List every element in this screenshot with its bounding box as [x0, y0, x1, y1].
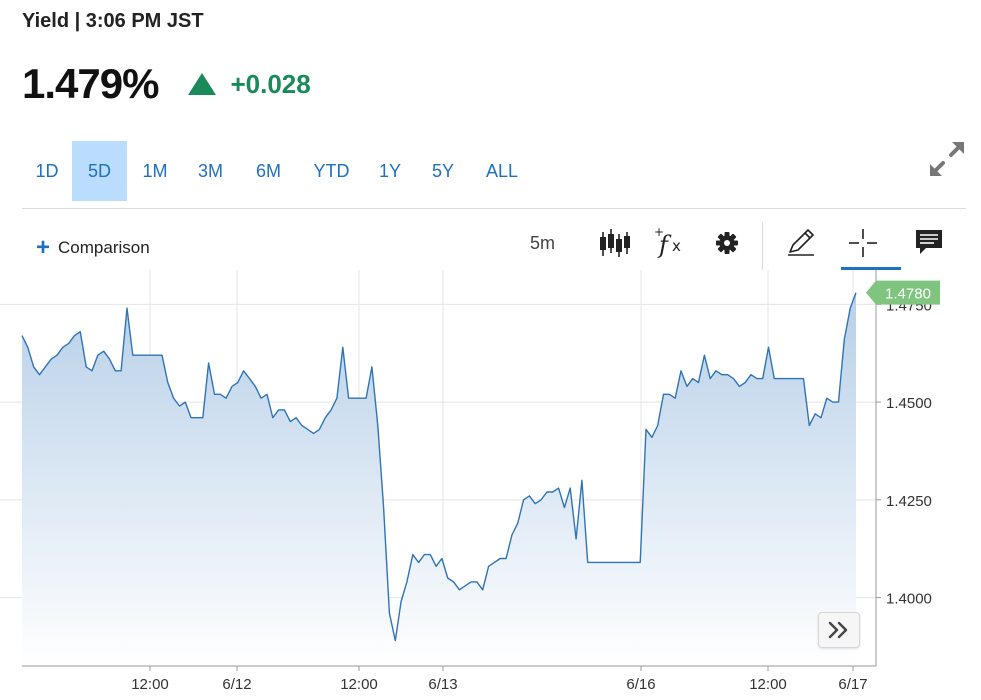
pencil-icon[interactable]: [784, 226, 818, 260]
price-row: 1.479% +0.028: [22, 58, 311, 110]
range-tab-3m[interactable]: 3M: [183, 141, 238, 201]
series-line: [21, 292, 857, 642]
svg-text:x: x: [672, 237, 681, 255]
up-triangle-icon: [188, 73, 217, 95]
range-tab-1m[interactable]: 1M: [127, 141, 183, 201]
range-tab-label: 3M: [197, 160, 223, 181]
range-tabs: 1D 5D 1M 3M 6M YTD 1Y 5Y ALL: [22, 141, 534, 201]
last-value-tag: [866, 280, 940, 305]
comparison-button[interactable]: + Comparison: [36, 236, 150, 260]
y-tick-label: 1.4250: [886, 493, 932, 510]
tool-divider: [762, 222, 763, 270]
range-tab-label: 5D: [87, 160, 111, 181]
range-tab-label: 1D: [35, 160, 59, 181]
range-tab-label: 5Y: [431, 160, 455, 181]
gear-icon[interactable]: [710, 226, 744, 260]
range-tab-label: 1Y: [378, 160, 402, 181]
scroll-forward-button[interactable]: [818, 612, 860, 648]
page-title: Yield | 3:06 PM JST: [22, 10, 204, 32]
double-chevron-right-icon: [828, 621, 848, 639]
x-tick-label: 12:00: [340, 676, 378, 693]
range-tab-5y[interactable]: 5Y: [416, 141, 470, 201]
series-area: [22, 292, 856, 666]
range-tab-1y[interactable]: 1Y: [364, 141, 416, 201]
crosshair-icon[interactable]: [846, 226, 880, 260]
svg-text:+: +: [654, 226, 664, 239]
range-tab-1d[interactable]: 1D: [22, 141, 72, 201]
active-tool-indicator: [841, 267, 901, 270]
range-tab-label: 6M: [255, 160, 281, 181]
x-tick-label: 6/17: [838, 676, 867, 693]
yield-value: 1.479%: [22, 60, 159, 107]
interval-selector[interactable]: 5m: [530, 233, 556, 253]
toolbar-divider: [22, 208, 966, 209]
range-tab-label: ALL: [485, 160, 519, 181]
plus-icon: +: [36, 234, 51, 261]
range-tab-label: YTD: [313, 160, 350, 181]
range-tab-5d[interactable]: 5D: [72, 141, 127, 201]
range-tab-label: 1M: [142, 160, 168, 181]
comment-icon[interactable]: [912, 226, 946, 260]
y-tick-label: 1.4000: [886, 591, 932, 608]
x-tick-label: 12:00: [749, 676, 787, 693]
candlestick-icon[interactable]: [598, 226, 632, 260]
last-value-label: 1.4780: [885, 286, 931, 303]
x-tick-label: 6/13: [428, 676, 457, 693]
range-tab-all[interactable]: ALL: [470, 141, 534, 201]
y-tick-label: 1.4500: [886, 395, 932, 412]
range-tab-ytd[interactable]: YTD: [299, 141, 364, 201]
expand-icon[interactable]: [928, 140, 966, 178]
comparison-label: Comparison: [58, 238, 150, 257]
fx-icon[interactable]: + f x: [654, 225, 688, 260]
x-tick-label: 12:00: [131, 676, 169, 693]
svg-text:f: f: [657, 231, 672, 259]
x-tick-label: 6/12: [222, 676, 251, 693]
x-tick-label: 6/16: [626, 676, 655, 693]
range-tab-6m[interactable]: 6M: [238, 141, 299, 201]
change-value: +0.028: [230, 68, 311, 99]
